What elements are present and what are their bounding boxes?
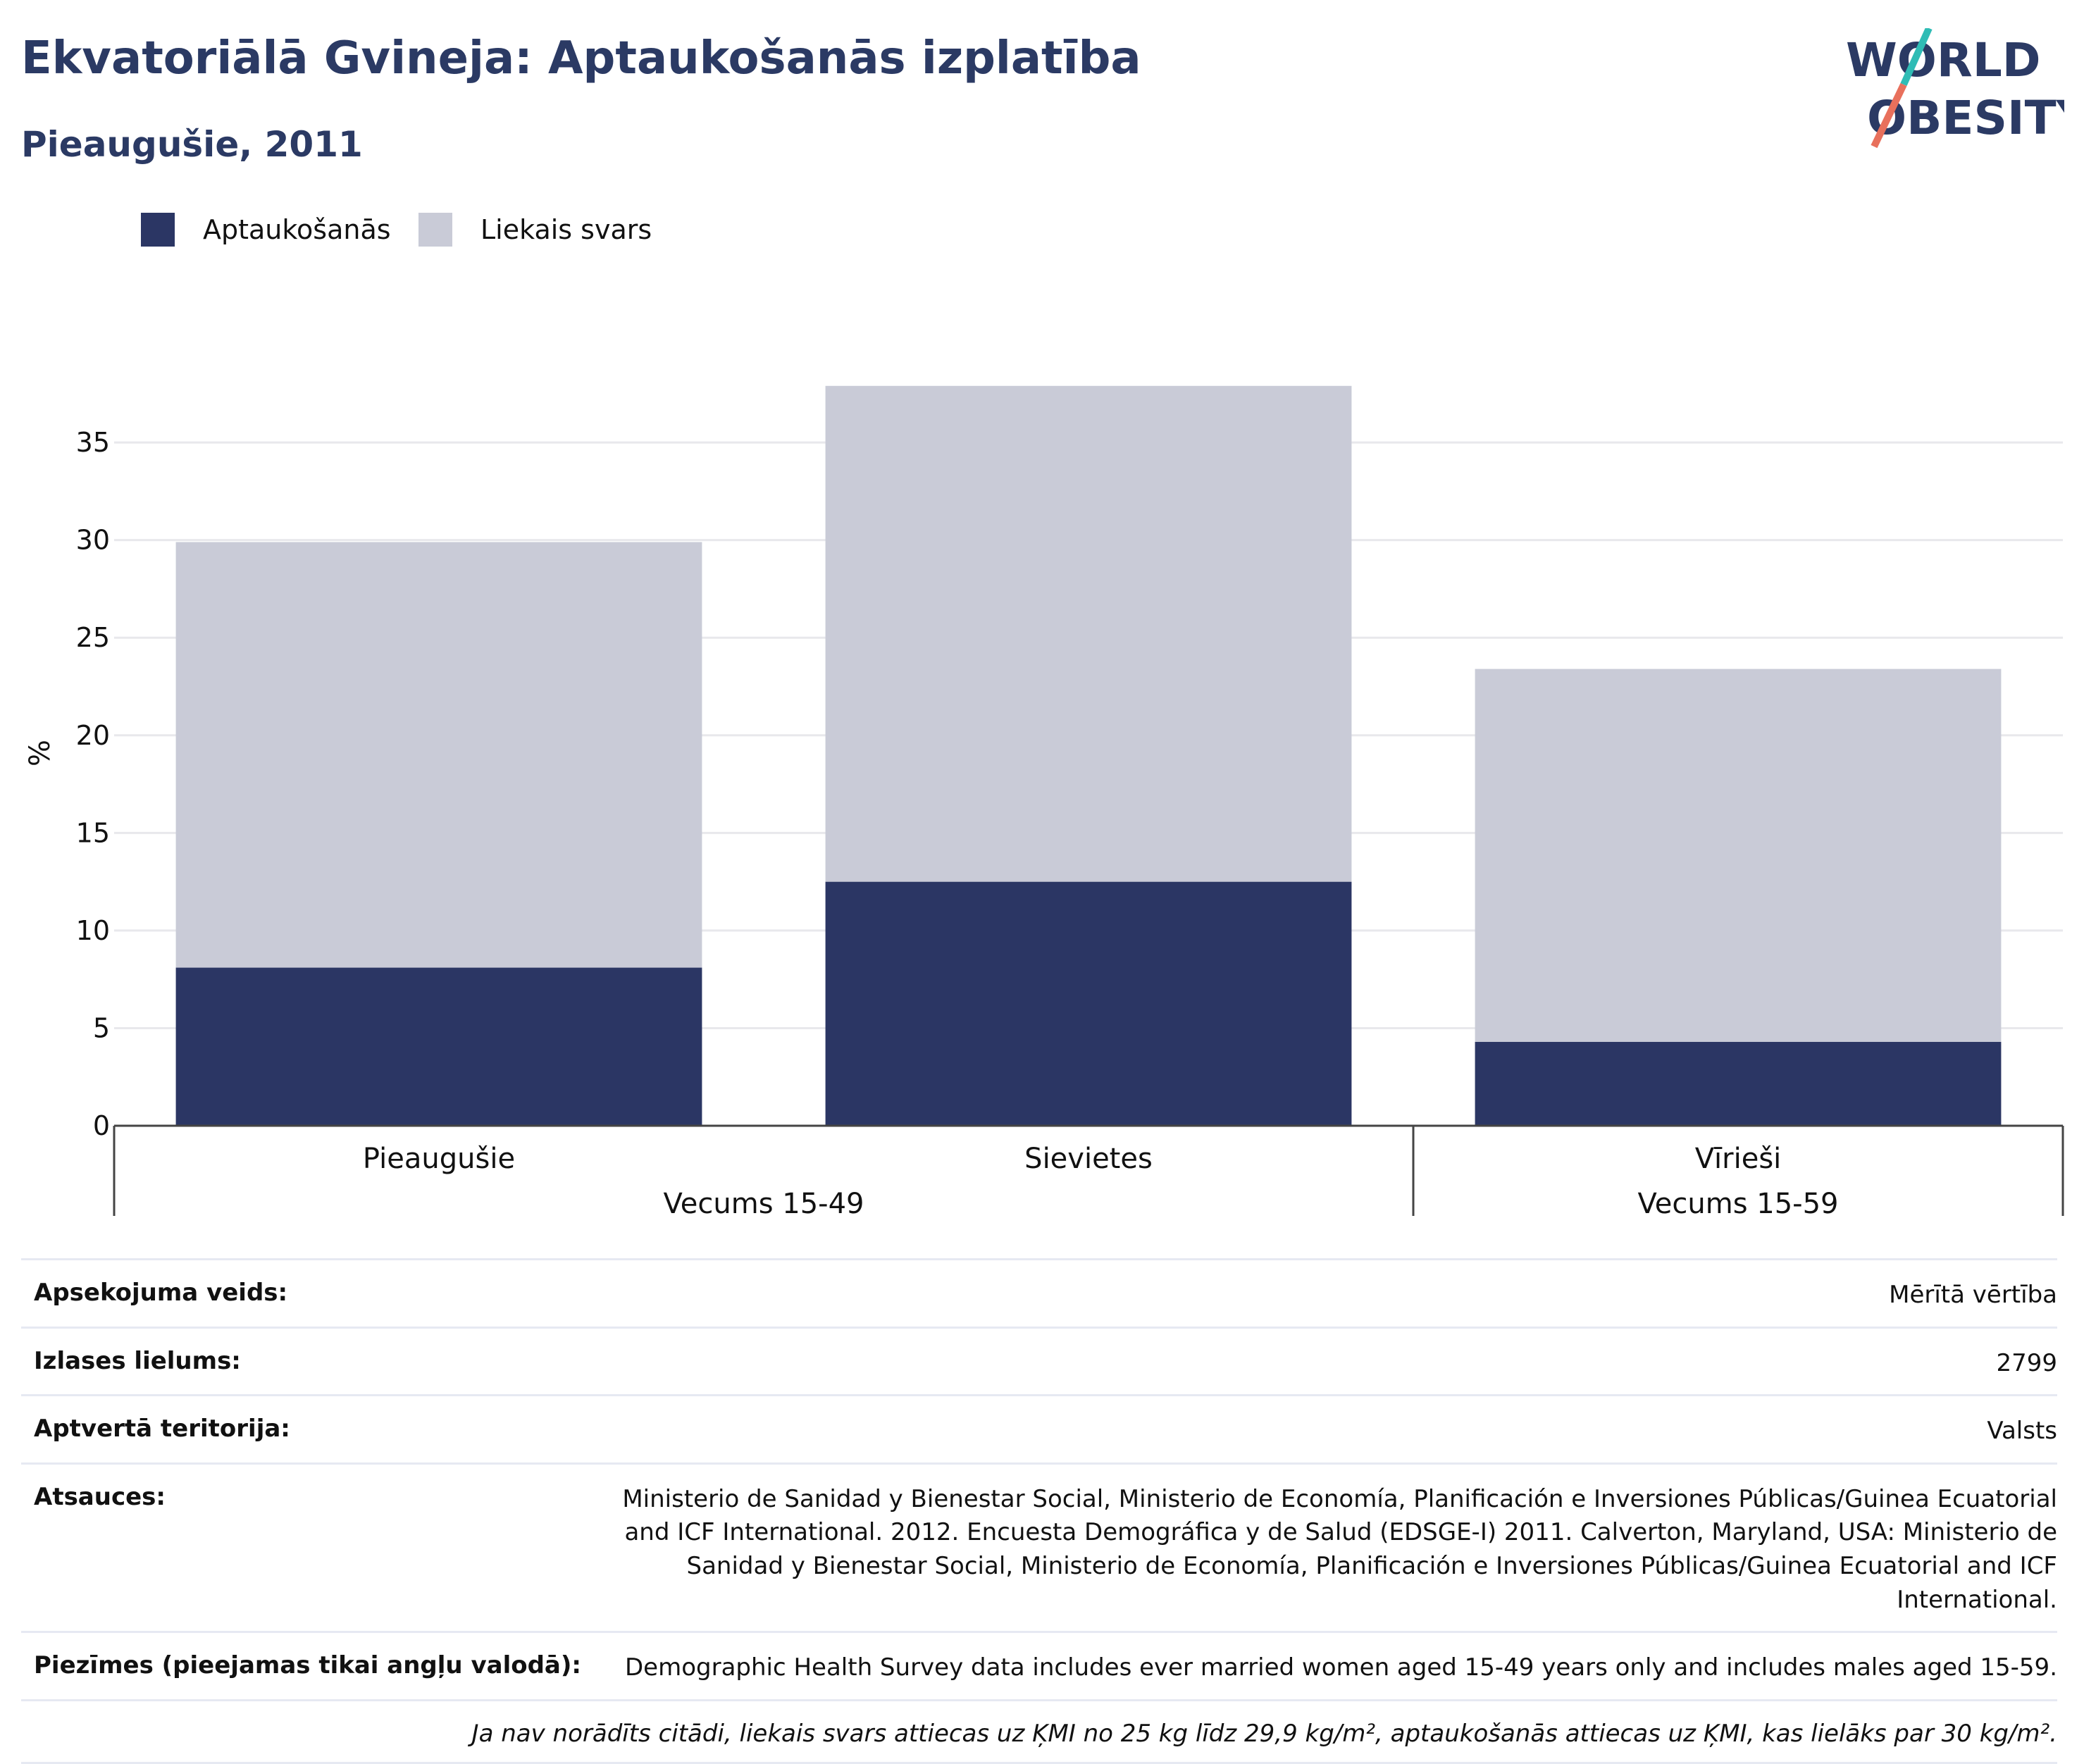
bar-obesity — [825, 881, 1352, 1126]
survey-info-table: Apsekojuma veids: Mērītā vērtība Izlases… — [21, 1258, 2057, 1764]
bar-chart: 0 5 10 15 20 25 30 35 Pieaugušie Sievietes Vīrieši… — [76, 385, 2064, 1220]
info-row-coverage: Aptvertā teritorija: Valsts — [21, 1394, 2057, 1462]
info-label: Izlases lielums: — [34, 1346, 241, 1375]
info-value: Ministerio de Sanidad y Bienestar Social… — [622, 1484, 2057, 1614]
y-tick-label: 35 — [76, 427, 110, 458]
chart-subtitle: Pieaugušie, 2011 — [21, 124, 363, 165]
legend-item-obesity[interactable]: Aptaukošanās — [141, 213, 391, 247]
info-row-references: Atsauces: Ministerio de Sanidad y Bienes… — [21, 1462, 2057, 1631]
info-value: Valsts — [1987, 1417, 2057, 1446]
bar-obesity — [175, 967, 702, 1126]
bar-overweight — [1475, 669, 2002, 1042]
x-category-label: Sievietes — [1024, 1143, 1153, 1175]
x-group-label: Vecums 15-59 — [1638, 1188, 1839, 1220]
info-label: Aptvertā teritorija: — [34, 1415, 290, 1443]
bar-obesity — [1475, 1041, 2002, 1126]
y-tick-label: 10 — [76, 915, 110, 946]
info-value: Mērītā vērtība — [1889, 1281, 2057, 1309]
definition-note: Ja nav norādīts citādi, liekais svars at… — [21, 1698, 2057, 1764]
legend-label-obesity: Aptaukošanās — [203, 214, 391, 245]
y-tick-label: 20 — [76, 720, 110, 751]
legend-swatch-obesity — [141, 213, 175, 247]
legend-swatch-overweight — [418, 213, 452, 247]
chart-title: Ekvatoriālā Gvineja: Aptaukošanās izplat… — [21, 32, 1141, 85]
y-tick-label: 30 — [76, 525, 110, 556]
info-value: Demographic Health Survey data includes … — [624, 1653, 2057, 1682]
bar-overweight — [175, 542, 702, 968]
logo-stripe-coral — [1871, 82, 1907, 149]
y-tick-label: 15 — [76, 817, 110, 848]
info-row-notes: Piezīmes (pieejamas tikai angļu valodā):… — [21, 1631, 2057, 1699]
logo-stripe-teal — [1900, 28, 1933, 87]
y-tick-label: 0 — [93, 1110, 110, 1141]
info-value: 2799 — [1996, 1348, 2057, 1377]
bar-overweight — [825, 385, 1352, 882]
logo-line1: WORLD — [1846, 33, 2041, 87]
info-label: Apsekojuma veids: — [34, 1279, 288, 1307]
y-tick-label: 5 — [93, 1012, 110, 1043]
legend-item-overweight[interactable]: Liekais svars — [418, 213, 652, 247]
info-row-survey-type: Apsekojuma veids: Mērītā vērtība — [21, 1258, 2057, 1327]
x-category-label: Pieaugušie — [363, 1143, 515, 1175]
info-row-sample-size: Izlases lielums: 2799 — [21, 1326, 2057, 1395]
legend-label-overweight: Liekais svars — [480, 214, 652, 245]
world-obesity-logo: WORLD OBESITY — [1846, 28, 2064, 149]
info-label: Piezīmes (pieejamas tikai angļu valodā): — [34, 1651, 582, 1680]
x-category-label: Vīrieši — [1695, 1143, 1782, 1175]
info-label: Atsauces: — [34, 1482, 166, 1511]
x-group-label: Vecums 15-49 — [664, 1188, 864, 1220]
y-tick-label: 25 — [76, 622, 110, 653]
